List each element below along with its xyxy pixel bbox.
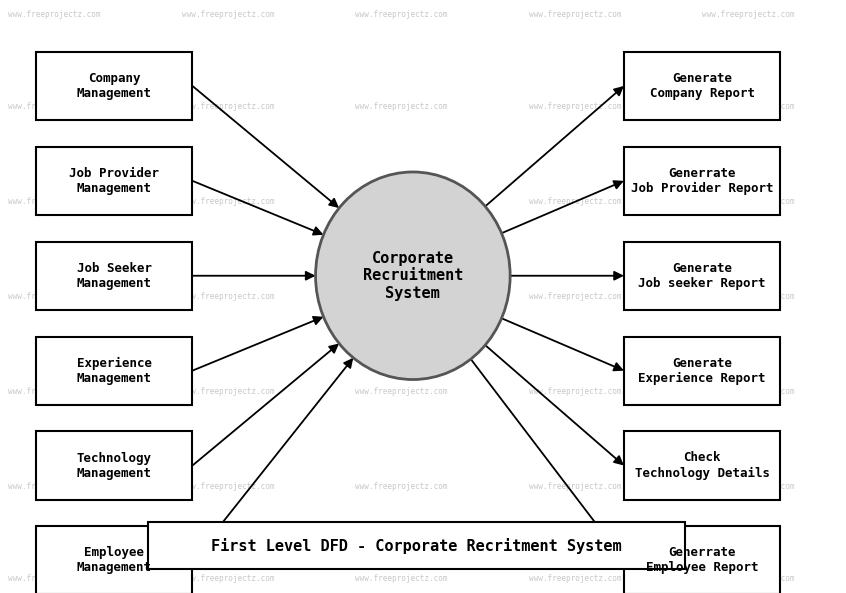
Text: www.freeprojectz.com: www.freeprojectz.com [529, 292, 621, 301]
Text: www.freeprojectz.com: www.freeprojectz.com [529, 197, 621, 206]
Text: Generrate
Job Provider Report: Generrate Job Provider Report [631, 167, 773, 195]
Text: www.freeprojectz.com: www.freeprojectz.com [182, 292, 274, 301]
Text: www.freeprojectz.com: www.freeprojectz.com [355, 292, 448, 301]
FancyBboxPatch shape [624, 52, 780, 120]
Text: www.freeprojectz.com: www.freeprojectz.com [355, 482, 448, 491]
Text: www.freeprojectz.com: www.freeprojectz.com [182, 197, 274, 206]
Text: www.freeprojectz.com: www.freeprojectz.com [355, 573, 448, 583]
Text: Generate
Job seeker Report: Generate Job seeker Report [639, 262, 766, 290]
FancyBboxPatch shape [624, 242, 780, 310]
FancyBboxPatch shape [36, 147, 192, 215]
Text: www.freeprojectz.com: www.freeprojectz.com [8, 573, 101, 583]
FancyBboxPatch shape [36, 432, 192, 499]
Text: First Level DFD - Corporate Recritment System: First Level DFD - Corporate Recritment S… [212, 538, 622, 553]
Text: www.freeprojectz.com: www.freeprojectz.com [8, 197, 101, 206]
Text: www.freeprojectz.com: www.freeprojectz.com [702, 573, 794, 583]
Text: Technology
Management: Technology Management [77, 451, 151, 480]
Text: www.freeprojectz.com: www.freeprojectz.com [529, 102, 621, 111]
Text: www.freeprojectz.com: www.freeprojectz.com [355, 197, 448, 206]
Text: Generate
Experience Report: Generate Experience Report [639, 356, 766, 385]
Text: www.freeprojectz.com: www.freeprojectz.com [702, 482, 794, 491]
Text: www.freeprojectz.com: www.freeprojectz.com [182, 387, 274, 396]
FancyBboxPatch shape [36, 52, 192, 120]
Text: Job Provider
Management: Job Provider Management [69, 167, 159, 195]
Text: www.freeprojectz.com: www.freeprojectz.com [529, 573, 621, 583]
Text: www.freeprojectz.com: www.freeprojectz.com [8, 292, 101, 301]
Text: www.freeprojectz.com: www.freeprojectz.com [529, 387, 621, 396]
FancyBboxPatch shape [36, 242, 192, 310]
Text: www.freeprojectz.com: www.freeprojectz.com [529, 482, 621, 491]
FancyBboxPatch shape [36, 527, 192, 593]
Text: www.freeprojectz.com: www.freeprojectz.com [702, 197, 794, 206]
Ellipse shape [316, 172, 510, 380]
FancyBboxPatch shape [148, 522, 685, 569]
Text: www.freeprojectz.com: www.freeprojectz.com [8, 482, 101, 491]
Text: Corporate
Recruitment
System: Corporate Recruitment System [363, 251, 463, 301]
Text: Job Seeker
Management: Job Seeker Management [77, 262, 151, 290]
Text: www.freeprojectz.com: www.freeprojectz.com [702, 387, 794, 396]
Text: www.freeprojectz.com: www.freeprojectz.com [8, 10, 101, 20]
FancyBboxPatch shape [624, 337, 780, 404]
Text: www.freeprojectz.com: www.freeprojectz.com [8, 387, 101, 396]
FancyBboxPatch shape [624, 527, 780, 593]
Text: Company
Management: Company Management [77, 72, 151, 100]
FancyBboxPatch shape [624, 147, 780, 215]
FancyBboxPatch shape [624, 432, 780, 499]
Text: Generate
Company Report: Generate Company Report [650, 72, 755, 100]
Text: www.freeprojectz.com: www.freeprojectz.com [355, 10, 448, 20]
Text: www.freeprojectz.com: www.freeprojectz.com [702, 102, 794, 111]
Text: www.freeprojectz.com: www.freeprojectz.com [355, 387, 448, 396]
Text: www.freeprojectz.com: www.freeprojectz.com [702, 292, 794, 301]
FancyBboxPatch shape [36, 337, 192, 404]
Text: www.freeprojectz.com: www.freeprojectz.com [529, 10, 621, 20]
Text: www.freeprojectz.com: www.freeprojectz.com [702, 10, 794, 20]
Text: Employee
Management: Employee Management [77, 546, 151, 575]
Text: www.freeprojectz.com: www.freeprojectz.com [355, 102, 448, 111]
Text: www.freeprojectz.com: www.freeprojectz.com [182, 10, 274, 20]
Text: www.freeprojectz.com: www.freeprojectz.com [182, 573, 274, 583]
Text: www.freeprojectz.com: www.freeprojectz.com [182, 102, 274, 111]
Text: Generrate
Employee Report: Generrate Employee Report [646, 546, 758, 575]
Text: www.freeprojectz.com: www.freeprojectz.com [8, 102, 101, 111]
Text: www.freeprojectz.com: www.freeprojectz.com [182, 482, 274, 491]
Text: Experience
Management: Experience Management [77, 356, 151, 385]
Text: Check
Technology Details: Check Technology Details [634, 451, 770, 480]
